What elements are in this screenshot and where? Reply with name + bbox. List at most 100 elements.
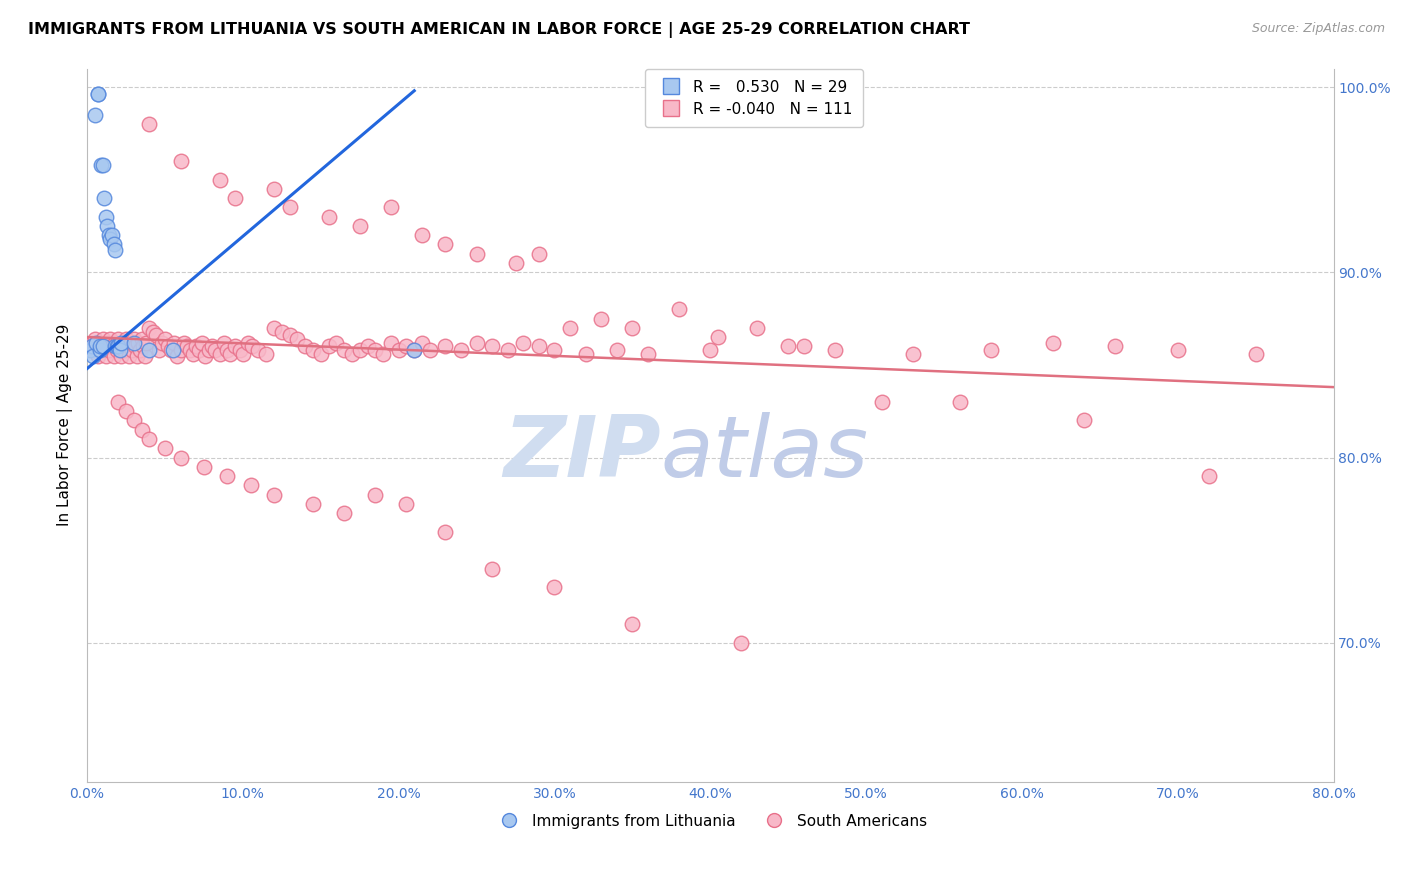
Point [349,219,371,233]
Point [150,335,173,350]
Point [87,87,110,102]
Point [263,182,285,196]
Point [131,423,153,437]
Point [1042,335,1064,350]
Point [318,339,340,353]
Point [591,311,613,326]
Point [105,339,128,353]
Point [527,339,550,353]
Point [217,343,239,357]
Point [411,335,433,350]
Point [86,339,108,353]
Point [188,343,211,357]
Point [730,636,752,650]
Point [118,349,141,363]
Point [93,191,115,205]
Point [96,335,118,350]
Point [138,343,160,357]
Point [232,347,254,361]
Point [380,201,402,215]
Point [160,343,183,357]
Text: IMMIGRANTS FROM LITHUANIA VS SOUTH AMERICAN IN LABOR FORCE | AGE 25-29 CORRELATI: IMMIGRANTS FROM LITHUANIA VS SOUTH AMERI… [28,22,970,38]
Point [141,325,163,339]
Point [278,328,301,343]
Point [419,343,441,357]
Point [434,339,457,353]
Point [606,343,628,357]
Point [181,347,204,361]
Point [107,395,129,409]
Point [388,343,411,357]
Point [558,321,581,335]
Point [465,246,488,260]
Point [108,343,131,357]
Point [236,335,259,350]
Point [212,335,235,350]
Point [302,343,325,357]
Point [89,335,111,350]
Point [101,339,124,353]
Point [247,343,270,357]
Point [108,339,131,353]
Point [434,237,457,252]
Point [699,343,721,357]
Point [349,343,371,357]
Point [668,302,690,317]
Point [79,343,101,357]
Legend: Immigrants from Lithuania, South Americans: Immigrants from Lithuania, South America… [488,807,934,835]
Point [287,332,309,346]
Point [980,343,1002,357]
Point [395,497,418,511]
Point [91,339,114,353]
Point [148,343,170,357]
Point [1073,413,1095,427]
Point [219,347,242,361]
Point [793,339,815,353]
Point [1244,347,1267,361]
Point [1167,343,1189,357]
Point [325,335,347,350]
Point [575,347,598,361]
Point [239,478,262,492]
Point [91,158,114,172]
Point [122,332,145,346]
Point [1198,469,1220,483]
Point [94,210,117,224]
Point [89,343,111,357]
Point [481,339,503,353]
Point [138,321,160,335]
Point [111,335,134,350]
Point [318,210,340,224]
Point [114,343,136,357]
Point [104,243,127,257]
Point [263,321,285,335]
Point [125,349,148,363]
Point [217,469,239,483]
Point [134,349,156,363]
Point [278,201,301,215]
Point [145,328,167,343]
Point [191,335,214,350]
Point [129,343,152,357]
Point [97,343,120,357]
Point [103,237,125,252]
Point [127,335,149,350]
Point [371,347,394,361]
Point [157,339,180,353]
Point [197,343,219,357]
Point [309,347,332,361]
Point [527,246,550,260]
Point [93,339,115,353]
Point [162,343,184,357]
Point [86,335,108,350]
Point [224,339,246,353]
Point [496,343,519,357]
Point [121,343,143,357]
Point [179,343,201,357]
Point [117,339,139,353]
Point [176,339,198,353]
Y-axis label: In Labor Force | Age 25-29: In Labor Force | Age 25-29 [58,324,73,526]
Point [166,349,188,363]
Point [169,154,191,169]
Text: Source: ZipAtlas.com: Source: ZipAtlas.com [1251,22,1385,36]
